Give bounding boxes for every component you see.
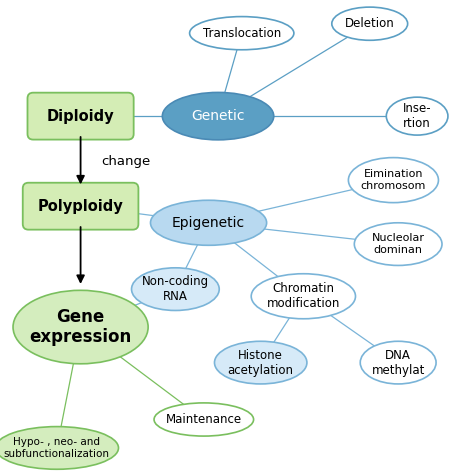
Ellipse shape bbox=[0, 427, 118, 469]
Text: Histone
acetylation: Histone acetylation bbox=[228, 348, 294, 377]
Text: Polyploidy: Polyploidy bbox=[38, 199, 123, 214]
Text: Inse-
rtion: Inse- rtion bbox=[403, 102, 431, 130]
Ellipse shape bbox=[251, 274, 356, 319]
Text: Gene
expression: Gene expression bbox=[29, 308, 132, 346]
Text: Hypo- , neo- and
subfunctionalization: Hypo- , neo- and subfunctionalization bbox=[4, 437, 110, 459]
Text: Deletion: Deletion bbox=[345, 17, 394, 30]
Text: change: change bbox=[101, 155, 150, 168]
Ellipse shape bbox=[154, 403, 254, 436]
Ellipse shape bbox=[348, 158, 438, 203]
Ellipse shape bbox=[13, 290, 148, 364]
Text: Translocation: Translocation bbox=[202, 27, 281, 40]
FancyBboxPatch shape bbox=[23, 183, 138, 230]
Ellipse shape bbox=[190, 17, 294, 50]
FancyBboxPatch shape bbox=[27, 93, 134, 140]
Text: Epigenetic: Epigenetic bbox=[172, 216, 245, 230]
Text: Genetic: Genetic bbox=[191, 109, 245, 123]
Ellipse shape bbox=[131, 268, 219, 310]
Text: Diploidy: Diploidy bbox=[47, 109, 114, 124]
Ellipse shape bbox=[360, 341, 436, 384]
Text: Maintenance: Maintenance bbox=[166, 413, 242, 426]
Text: Eimination
chromosom: Eimination chromosom bbox=[361, 169, 426, 191]
Ellipse shape bbox=[162, 92, 274, 140]
Ellipse shape bbox=[151, 200, 266, 246]
Ellipse shape bbox=[332, 7, 408, 40]
Ellipse shape bbox=[386, 97, 448, 135]
Text: DNA
methylat: DNA methylat bbox=[372, 348, 425, 377]
Text: Non-coding
RNA: Non-coding RNA bbox=[142, 275, 209, 303]
Text: Chromatin
modification: Chromatin modification bbox=[267, 282, 340, 310]
Ellipse shape bbox=[354, 223, 442, 265]
Text: Nucleolar
dominan: Nucleolar dominan bbox=[372, 233, 425, 255]
Ellipse shape bbox=[214, 341, 307, 384]
